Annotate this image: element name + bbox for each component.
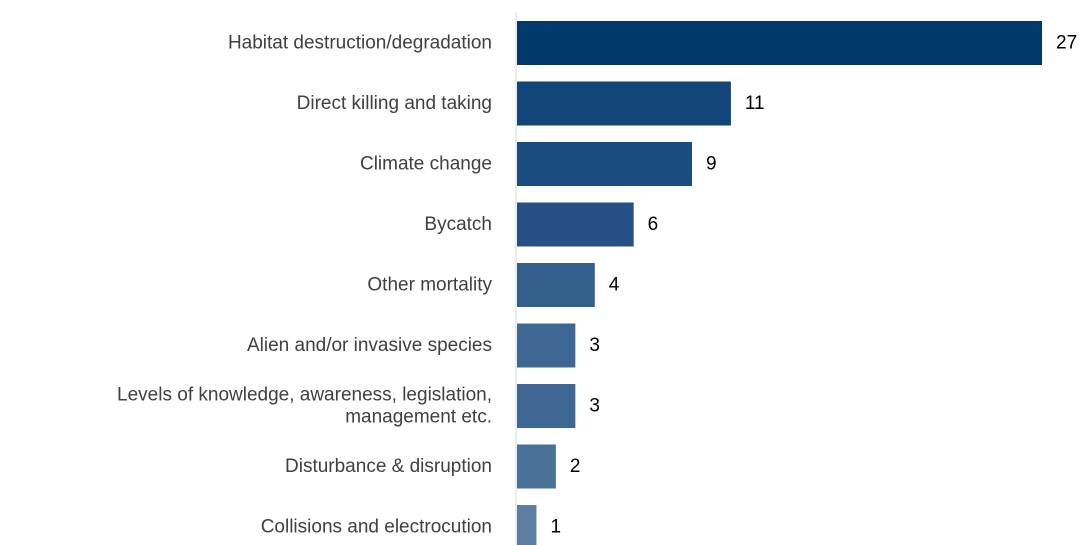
category-label: Direct killing and taking [297, 93, 492, 114]
value-label: 4 [609, 275, 620, 296]
bar [517, 21, 1042, 65]
category-label-line: Direct killing and taking [297, 93, 492, 114]
bar [517, 142, 692, 186]
category-label-line: Habitat destruction/degradation [228, 33, 492, 54]
category-label: Levels of knowledge, awareness, legislat… [117, 385, 492, 428]
category-label-line: Levels of knowledge, awareness, legislat… [117, 385, 492, 406]
category-label: Climate change [360, 154, 492, 175]
bars-group [517, 21, 1042, 545]
bar [517, 202, 634, 247]
category-label: Bycatch [424, 214, 492, 235]
value-label: 2 [570, 456, 581, 477]
category-label-line: Other mortality [367, 275, 492, 296]
category-label-line: Collisions and electrocution [261, 517, 492, 538]
category-labels-group: Habitat destruction/degradation Direct ki… [117, 33, 492, 538]
value-labels-group: 27 11 9 6 4 3 3 2 1 [550, 33, 1077, 538]
category-label-line: Bycatch [424, 214, 492, 235]
value-label: 3 [589, 335, 600, 356]
bar [517, 263, 595, 307]
category-label: Alien and/or invasive species [247, 335, 492, 356]
bar [517, 323, 576, 368]
category-label: Collisions and electrocution [261, 517, 492, 538]
category-label: Habitat destruction/degradation [228, 33, 492, 54]
value-label: 9 [706, 154, 717, 175]
category-label-line: Alien and/or invasive species [247, 335, 492, 356]
bar [517, 444, 556, 489]
category-label-line: management etc. [345, 407, 492, 428]
value-label: 6 [648, 214, 659, 235]
bar [517, 505, 537, 545]
bar [517, 81, 731, 126]
category-label-line: Disturbance & disruption [285, 456, 492, 477]
category-label: Other mortality [367, 275, 492, 296]
value-label: 11 [745, 93, 765, 114]
value-label: 3 [589, 396, 600, 417]
bar [517, 384, 576, 428]
value-label: 1 [550, 517, 561, 538]
category-label-line: Climate change [360, 154, 492, 175]
category-label: Disturbance & disruption [285, 456, 492, 477]
value-label: 27 [1056, 33, 1077, 54]
